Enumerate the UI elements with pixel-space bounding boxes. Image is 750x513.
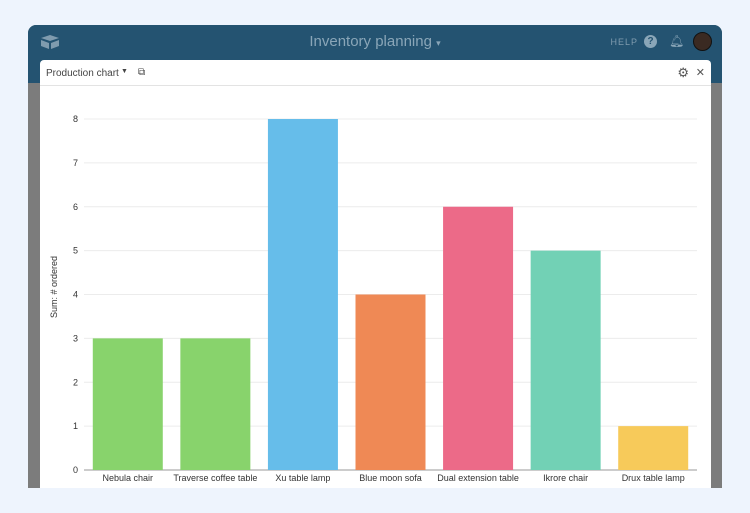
avatar[interactable] <box>693 32 712 51</box>
bell-icon[interactable]: 🔔︎ <box>669 34 685 48</box>
y-tick-label: 8 <box>73 114 78 124</box>
app-title-text: Inventory planning <box>309 33 432 50</box>
x-tick-label: Ikrore chair <box>543 473 588 483</box>
app-title[interactable]: Inventory planning ▾ <box>28 33 722 50</box>
y-tick-label: 7 <box>73 158 78 168</box>
chevron-down-icon[interactable]: ▼ <box>121 68 128 75</box>
y-tick-label: 4 <box>73 290 78 300</box>
bar[interactable] <box>180 338 251 470</box>
modal-header: Production chart ▼ ⧉ ⚙ ✕ <box>40 60 711 86</box>
bar[interactable] <box>618 426 689 470</box>
y-tick-label: 2 <box>73 377 78 387</box>
logo-icon <box>41 35 59 49</box>
x-tick-label: Xu table lamp <box>275 473 330 483</box>
bar[interactable] <box>530 250 601 470</box>
bar[interactable] <box>355 294 426 471</box>
y-tick-label: 3 <box>73 333 78 343</box>
bar[interactable] <box>267 119 338 470</box>
external-link-icon[interactable]: ⧉ <box>138 67 146 78</box>
y-tick-label: 1 <box>73 421 78 431</box>
help-icon[interactable]: ? <box>644 35 657 48</box>
chart-title-dropdown[interactable]: Production chart <box>46 68 119 79</box>
y-tick-label: 5 <box>73 246 78 256</box>
x-tick-label: Drux table lamp <box>622 473 685 483</box>
y-tick-label: 0 <box>73 465 78 475</box>
chevron-down-icon: ▾ <box>436 38 441 48</box>
x-tick-label: Traverse coffee table <box>173 473 257 483</box>
y-tick-label: 6 <box>73 202 78 212</box>
close-icon[interactable]: ✕ <box>695 67 705 79</box>
x-tick-label: Dual extension table <box>437 473 519 483</box>
bar[interactable] <box>443 206 514 470</box>
help-link[interactable]: HELP <box>610 37 638 47</box>
x-tick-label: Blue moon sofa <box>359 473 422 483</box>
x-tick-label: Nebula chair <box>103 473 154 483</box>
y-axis-label: Sum: # ordered <box>49 256 59 318</box>
gear-icon[interactable]: ⚙ <box>677 65 689 80</box>
bar[interactable] <box>92 338 163 470</box>
